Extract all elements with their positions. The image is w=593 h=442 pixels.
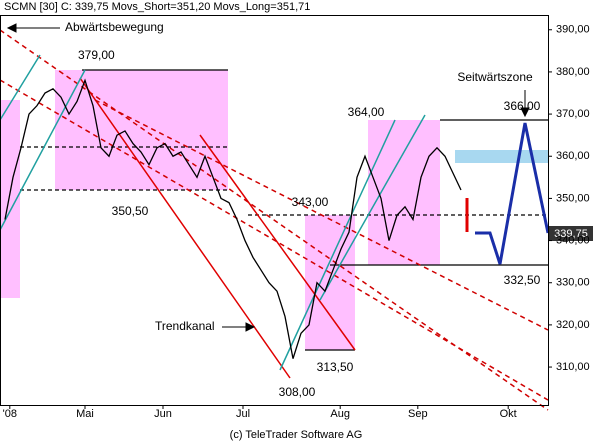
y-tick-label: 310,00 xyxy=(556,361,590,373)
chart-title: SCMN [30] C: 339,75 Movs_Short=351,20 Mo… xyxy=(4,1,310,13)
y-tick-label: 390,00 xyxy=(556,24,590,36)
trend-line xyxy=(0,54,41,121)
x-tick-label: Aug xyxy=(330,408,350,420)
annotation: 313,50 xyxy=(317,360,354,374)
y-tick-label: 330,00 xyxy=(556,277,590,289)
zone xyxy=(368,120,440,265)
target-band xyxy=(455,150,548,163)
y-tick-label: 360,00 xyxy=(556,150,590,162)
trend-line xyxy=(199,134,356,351)
zone xyxy=(0,100,20,298)
arrow-head xyxy=(245,322,256,332)
x-tick-label: Mai xyxy=(76,408,94,420)
trend-line xyxy=(319,114,426,301)
annotation: 350,50 xyxy=(112,204,149,218)
trend-line xyxy=(94,99,549,331)
annotation: 379,00 xyxy=(78,48,115,62)
y-tick-label: 370,00 xyxy=(556,108,590,120)
plot-frame xyxy=(0,15,549,406)
x-tick-label: Okt xyxy=(500,408,517,420)
y-tick-label: 340,00 xyxy=(556,234,590,246)
annotation: 308,00 xyxy=(279,385,316,399)
annotation: 366,00 xyxy=(504,99,541,113)
y-tick-label: 380,00 xyxy=(556,66,590,78)
annotation: 332,50 xyxy=(504,273,541,287)
annotation: Abwärtsbewegung xyxy=(65,20,164,34)
trend-lines xyxy=(0,29,550,411)
annotation: Seitwärtszone xyxy=(457,70,533,84)
annotation: Trendkanal xyxy=(155,319,215,333)
last-price-box xyxy=(549,226,593,241)
footer: (c) TeleTrader Software AG xyxy=(230,429,363,441)
trend-line xyxy=(0,79,549,401)
price-line xyxy=(4,78,462,359)
annotation: 364,00 xyxy=(348,105,385,119)
x-tick-label: Jul xyxy=(236,408,250,420)
x-tick-label: Sep xyxy=(408,408,428,420)
trend-line xyxy=(79,77,291,379)
projection-path xyxy=(475,122,550,265)
y-tick-label: 350,00 xyxy=(556,192,590,204)
trend-line xyxy=(0,29,549,411)
y-tick-label: 320,00 xyxy=(556,319,590,331)
x-tick-label: Jun xyxy=(154,408,172,420)
arrow-head xyxy=(520,107,530,118)
x-tick-label: '08 xyxy=(3,408,17,420)
trend-line xyxy=(0,69,86,231)
trend-line xyxy=(279,119,396,371)
arrow-head xyxy=(6,23,17,33)
annotation: 343,00 xyxy=(292,195,329,209)
last-price: 339,75 xyxy=(554,228,588,240)
zone xyxy=(55,70,228,190)
arrows xyxy=(6,23,530,332)
